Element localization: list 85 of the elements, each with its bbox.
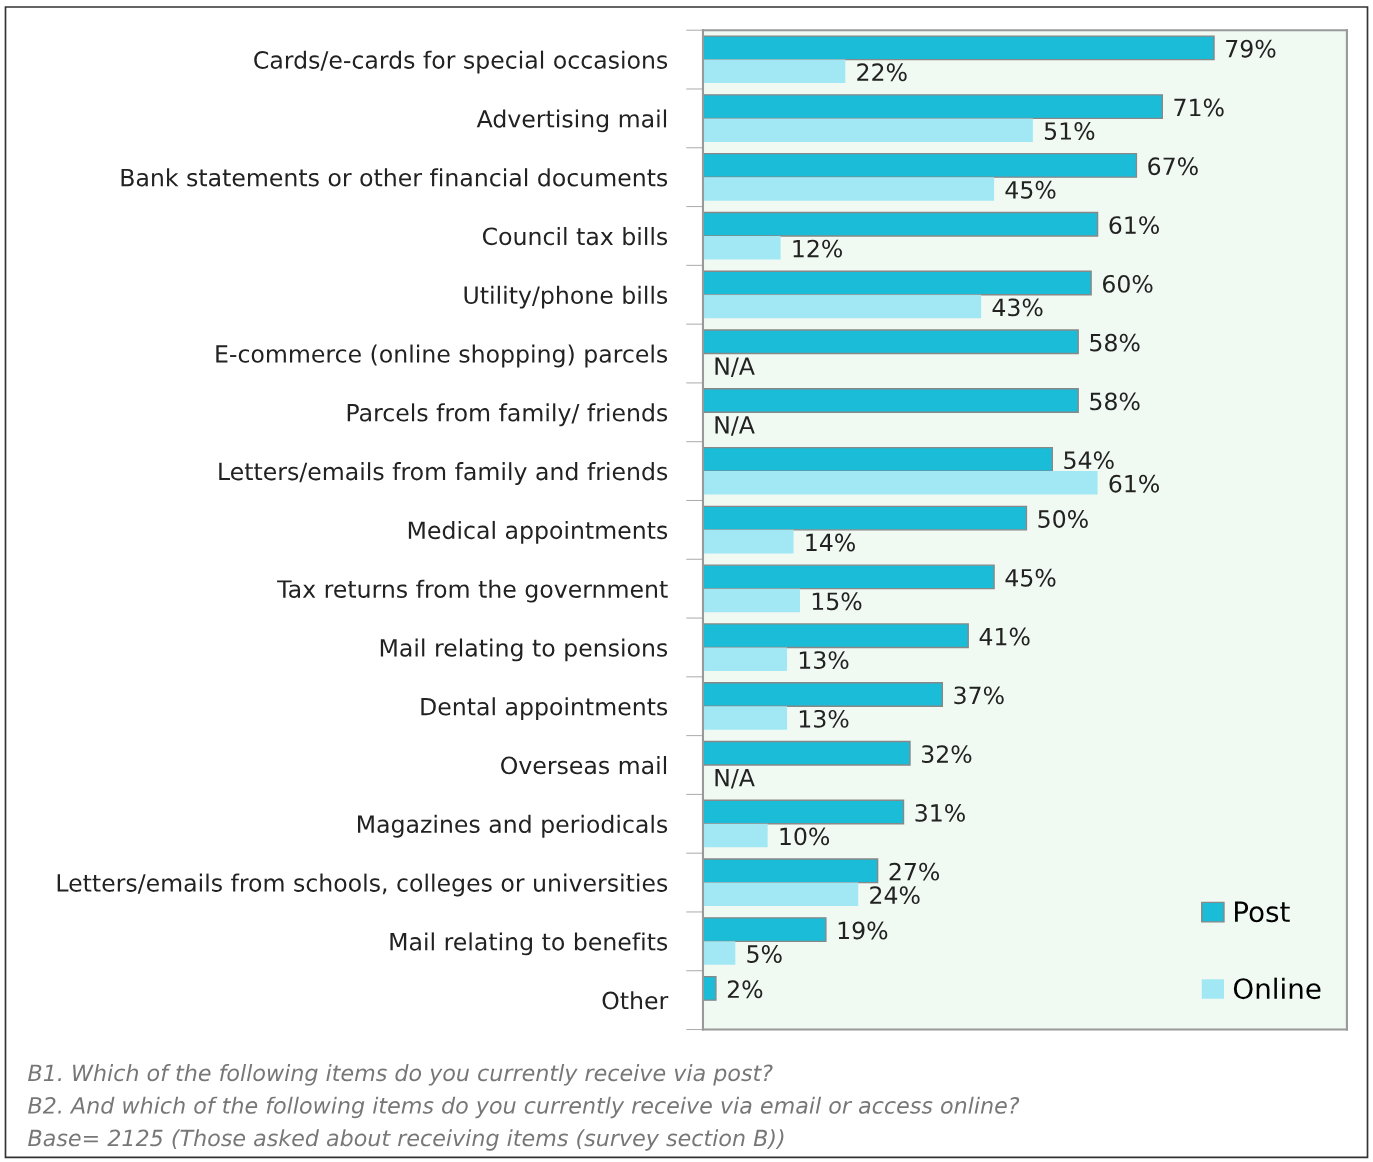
data-label: 13% (799, 709, 849, 728)
bar (702, 529, 794, 554)
data-label: 51% (1044, 122, 1095, 140)
bar (702, 588, 801, 613)
bar (702, 564, 995, 590)
data-label: 60% (1102, 274, 1153, 293)
bar (702, 446, 1054, 472)
data-label: 10% (780, 827, 830, 846)
text: N/A (715, 416, 755, 436)
bar (702, 35, 1215, 61)
legend-label: Online (1233, 977, 1321, 1000)
data-label: 54% (1064, 451, 1114, 470)
y-tick-label: Overseas mail (501, 756, 667, 775)
y-tick-label: Other (602, 991, 669, 1010)
data-label: 79% (1226, 39, 1276, 58)
bar (702, 270, 1092, 296)
data-label: 19% (838, 921, 888, 940)
data-label: 45% (1005, 180, 1056, 199)
y-tick-label: Letters/emails from schools, colleges or universities (57, 873, 668, 897)
text: N/A (715, 357, 755, 377)
bar (702, 740, 911, 766)
bar (702, 917, 827, 943)
data-label: 13% (799, 651, 849, 669)
data-label: 45% (1005, 568, 1056, 587)
data-label: 61% (1109, 216, 1159, 234)
bar (702, 235, 781, 260)
bar (702, 471, 1098, 495)
y-tick-label: Mail relating to benefits (390, 932, 668, 956)
bar (702, 505, 1028, 531)
text: B1. Which of the following items do you currently receive via post? (28, 1064, 773, 1086)
text: Base= 2125 (Those asked about receiving items (survey section B)) (28, 1129, 784, 1151)
legend-label: Post (1235, 901, 1290, 923)
y-tick-label: Letters/emails from family and friends (219, 462, 668, 485)
y-tick-label: Cards/e-cards for special occasions (254, 50, 668, 74)
bar (702, 682, 944, 707)
bar (702, 177, 995, 201)
data-label: 43% (992, 298, 1043, 317)
text: N/A (715, 769, 755, 789)
data-label: 37% (954, 686, 1004, 705)
bar (702, 59, 846, 84)
text: B2. And which of the following items do you currently receive via email or access online? (28, 1096, 1020, 1119)
y-tick-label: Magazines and periodicals (358, 814, 668, 838)
y-tick-label: E-commerce (online shopping) parcels (216, 344, 668, 368)
data-label: 14% (806, 533, 855, 552)
bar (702, 118, 1033, 142)
y-tick-label: Dental appointments (421, 697, 668, 721)
y-tick-label: Medical appointments (408, 520, 668, 544)
y-tick-label: Mail relating to pensions (380, 638, 668, 662)
data-label: 67% (1148, 157, 1198, 176)
bar (702, 882, 859, 907)
data-label: 58% (1090, 333, 1140, 352)
data-label: 50% (1038, 510, 1088, 528)
bar (702, 975, 717, 1001)
bar (702, 211, 1099, 237)
data-label: 24% (870, 886, 920, 905)
bar (702, 94, 1163, 120)
data-label: 32% (922, 745, 972, 764)
bar (702, 294, 982, 319)
bar (702, 623, 969, 649)
bar (702, 706, 788, 730)
data-label: 27% (889, 862, 940, 881)
bar (702, 329, 1079, 355)
bar (702, 647, 788, 671)
data-label: 61% (1109, 474, 1159, 493)
data-label: 22% (857, 63, 907, 82)
y-tick-label: Parcels from family/ friends (347, 403, 668, 427)
data-label: 5% (747, 945, 782, 963)
data-label: 2% (727, 980, 763, 999)
y-tick-label: Council tax bills (482, 226, 668, 246)
data-label: 12% (793, 239, 842, 258)
data-label: 15% (812, 592, 862, 611)
data-label: 41% (979, 627, 1030, 646)
bar (702, 858, 879, 884)
data-label: 58% (1090, 392, 1140, 411)
bar (702, 799, 905, 825)
y-tick-label: Utility/phone bills (464, 285, 668, 309)
bar (702, 388, 1079, 413)
y-tick-label: Tax returns from the government (277, 579, 668, 603)
bar (702, 152, 1138, 178)
data-label: 31% (915, 803, 965, 822)
y-tick-label: Advertising mail (476, 109, 667, 133)
bar (702, 941, 736, 965)
data-label: 71% (1174, 98, 1224, 117)
bar (702, 823, 768, 848)
y-tick-label: Bank statements or other financial documents (121, 168, 668, 187)
